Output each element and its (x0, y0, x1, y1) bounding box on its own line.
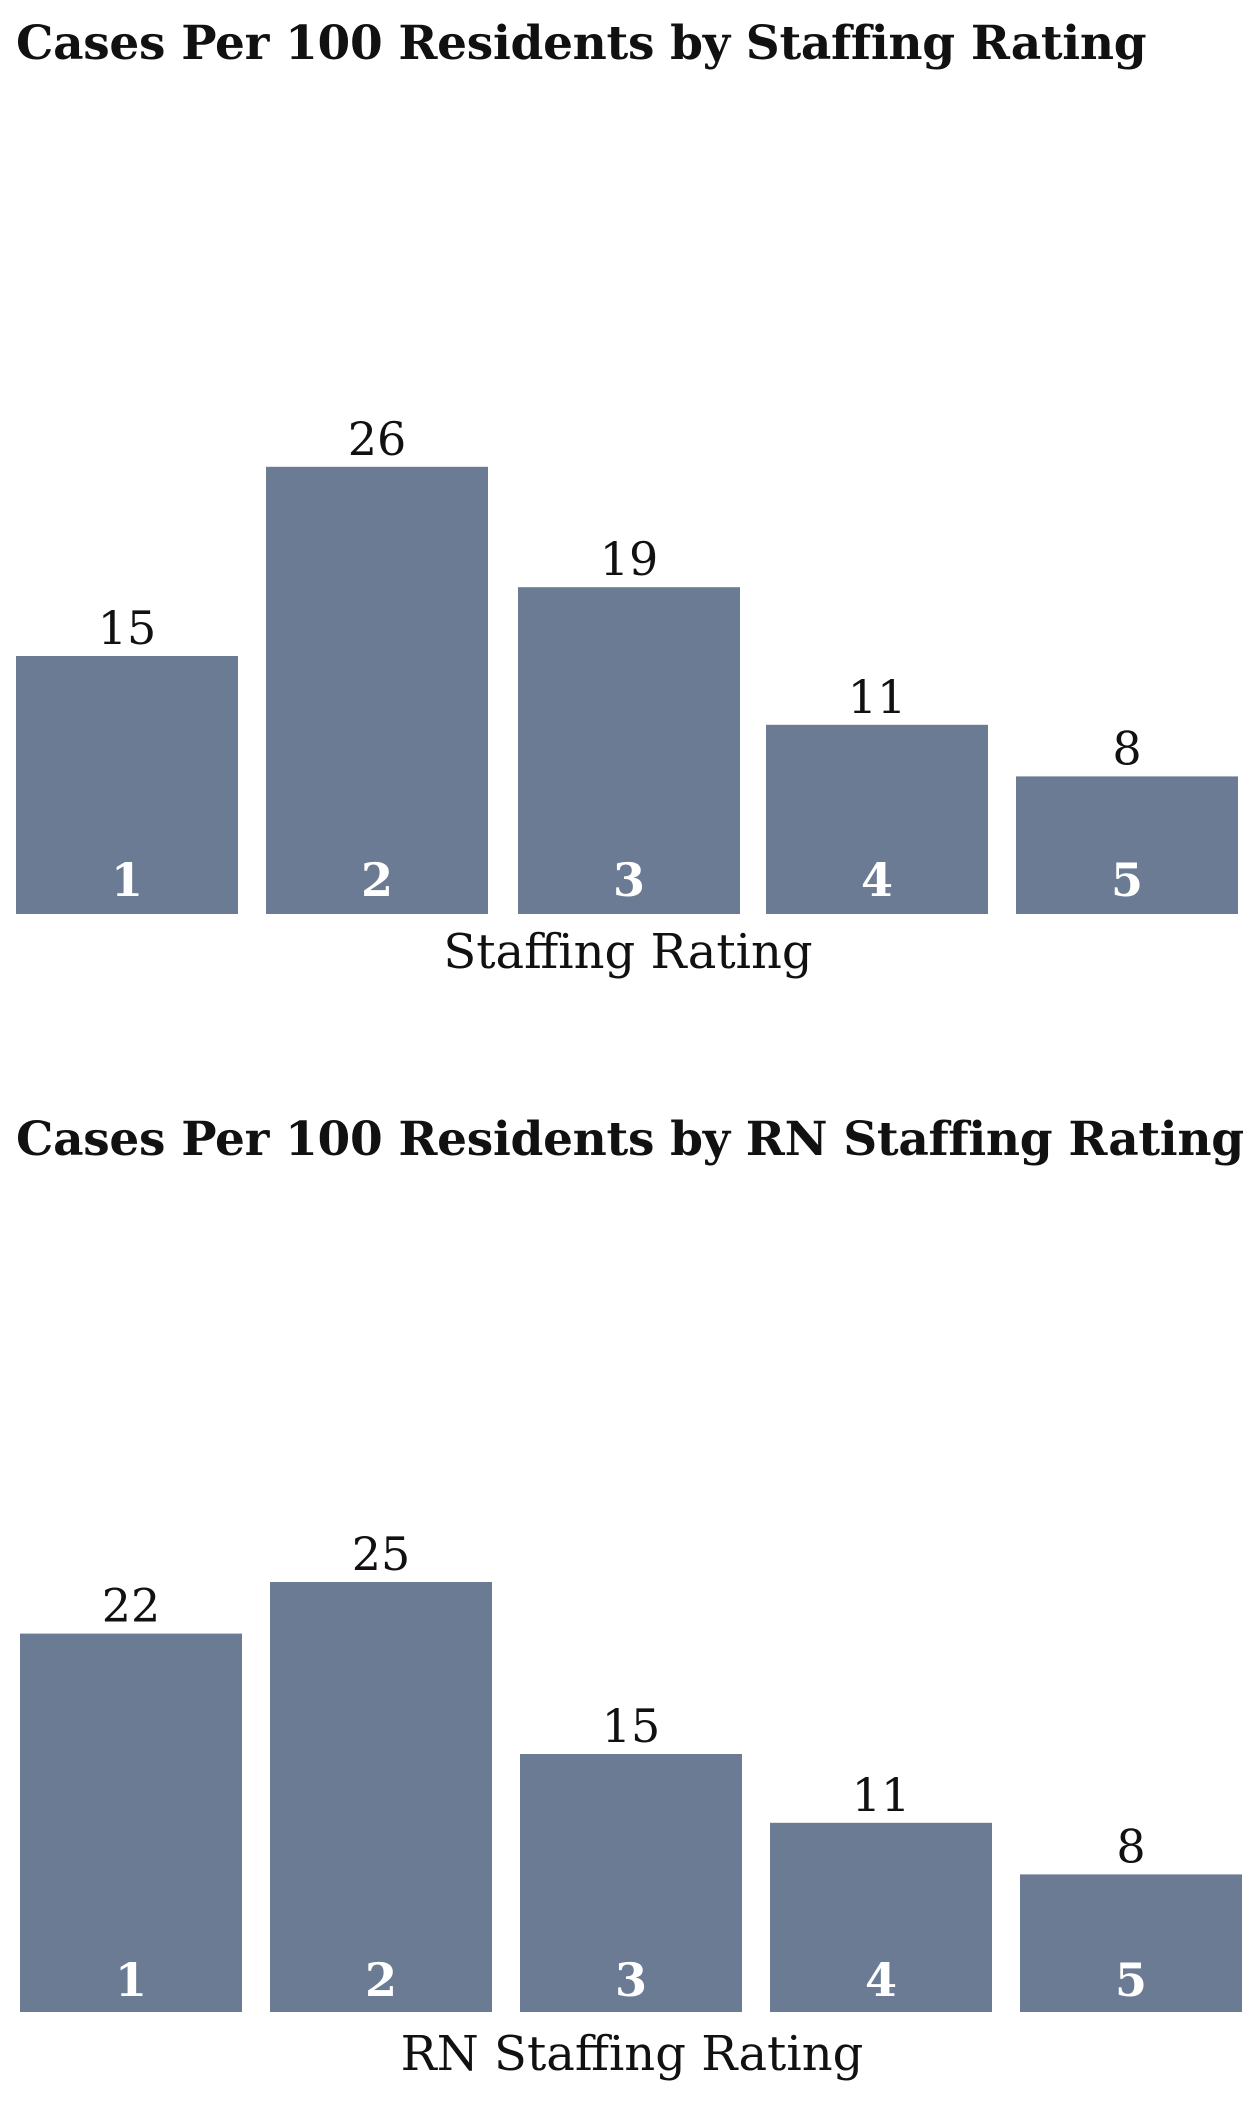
category-label-5: 5 (1111, 853, 1143, 907)
data-label-4: 11 (848, 670, 907, 724)
bar-3 (518, 587, 740, 914)
chart-title: Cases Per 100 Residents by Staffing Rati… (16, 16, 1147, 71)
category-label-3: 3 (613, 853, 645, 907)
bar-5 (1016, 776, 1238, 914)
data-label-3: 15 (602, 1699, 661, 1753)
category-label-3: 3 (615, 1953, 647, 2007)
category-label-5: 5 (1115, 1953, 1147, 2007)
category-label-2: 2 (361, 853, 393, 907)
bar-1 (16, 656, 238, 914)
x-axis-label: RN Staffing Rating (401, 2026, 864, 2082)
category-label-4: 4 (865, 1953, 897, 2007)
data-label-2: 26 (348, 412, 407, 466)
bar-3 (520, 1754, 742, 2012)
bar-5 (1020, 1874, 1242, 2012)
category-label-2: 2 (365, 1953, 397, 2007)
data-label-1: 22 (102, 1579, 161, 1633)
data-label-5: 8 (1112, 721, 1141, 775)
chart-title: Cases Per 100 Residents by RN Staffing R… (16, 1112, 1244, 1167)
category-label-1: 1 (111, 853, 143, 907)
data-label-1: 15 (98, 601, 157, 655)
bar-2 (266, 466, 488, 914)
bar-4 (770, 1822, 992, 2012)
category-label-4: 4 (861, 853, 893, 907)
bar-1 (20, 1633, 242, 2012)
x-axis-label: Staffing Rating (443, 924, 812, 980)
bar-4 (766, 724, 988, 914)
data-label-2: 25 (352, 1527, 411, 1581)
bar-2 (270, 1582, 492, 2012)
data-label-4: 11 (852, 1768, 911, 1822)
data-label-3: 19 (600, 532, 659, 586)
bar-chart-staffing: 15 1 26 2 19 3 11 4 8 5 Staffing Rating (16, 412, 1238, 980)
category-label-1: 1 (115, 1953, 147, 2007)
data-label-5: 8 (1116, 1819, 1145, 1873)
